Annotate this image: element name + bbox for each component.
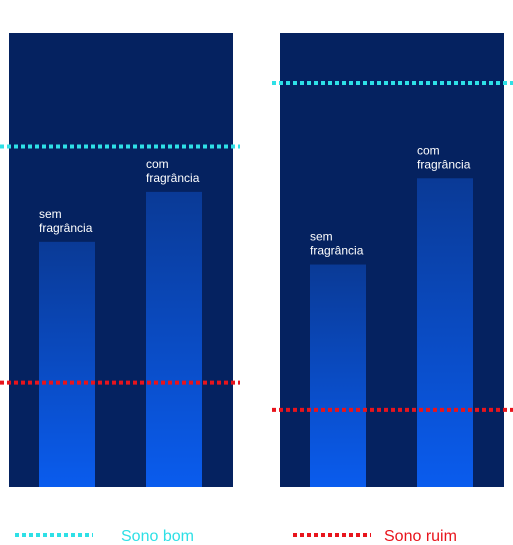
legend-item-sono-bom: Sono bom [15,528,194,545]
chart-panel-1: sem fragrância com fragrância [0,33,240,487]
chart-panel-2: sem fragrância com fragrância [272,33,513,487]
bar-sem-fragrancia [310,264,366,487]
bar-sem-fragrancia [39,241,95,487]
bar-label: com fragrância [146,157,200,185]
legend-label: Sono ruim [384,528,457,545]
bar-label: com fragrância [417,143,471,171]
bar-com-fragrancia [146,191,202,487]
bar-label: sem fragrância [39,207,93,235]
bar-com-fragrancia [417,178,473,487]
legend-label: Sono bom [121,528,194,545]
legend-item-sono-ruim: Sono ruim [293,528,457,545]
legend: Sono bom Sono ruim [15,528,457,545]
chart-panels: sem fragrância com fragrância sem fragrância c… [0,33,513,487]
bar-label: sem fragrância [310,230,364,258]
